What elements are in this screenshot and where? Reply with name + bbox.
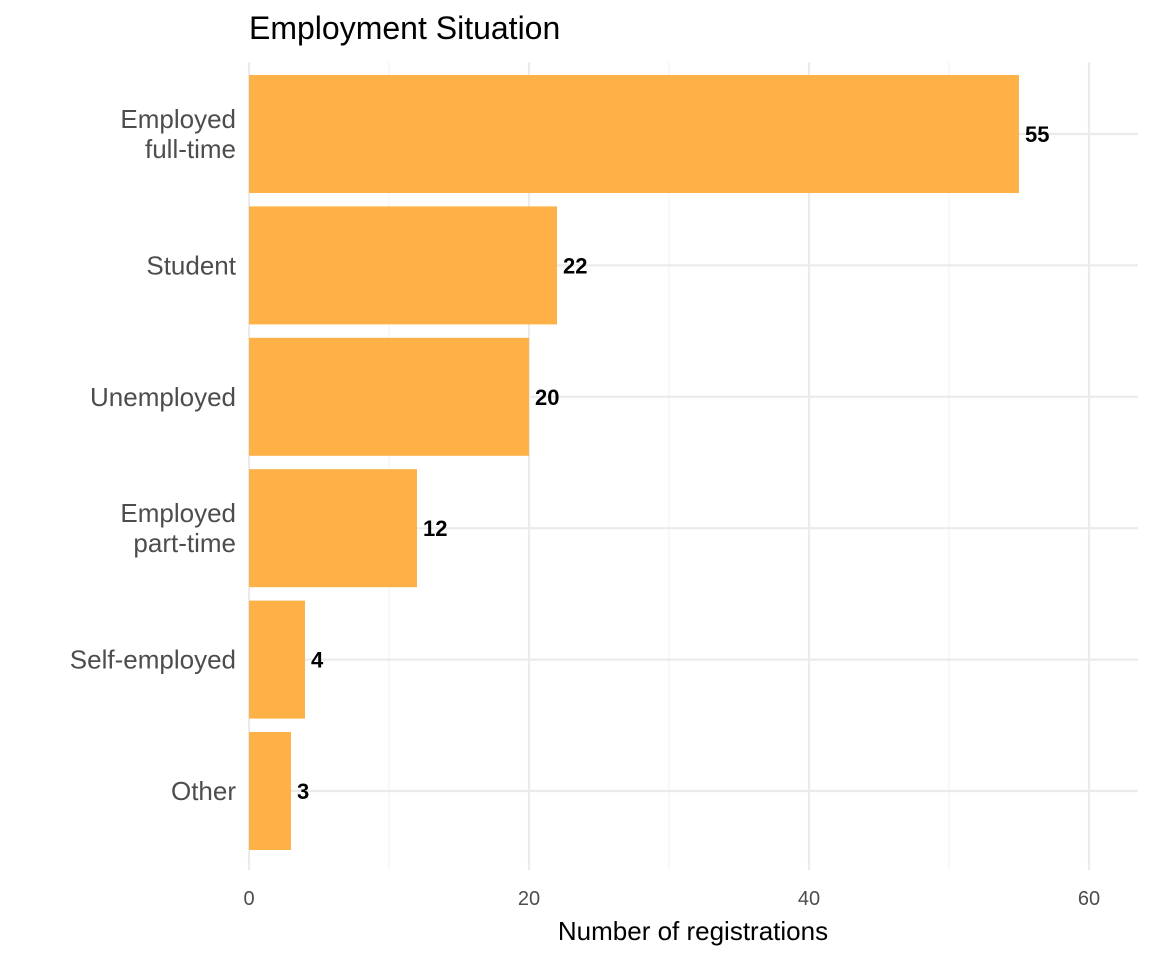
- data-label: 55: [1025, 122, 1049, 147]
- bar: [249, 600, 305, 719]
- x-tick-labels: 0 20 40 60: [243, 888, 1100, 910]
- chart-title: Employment Situation: [249, 10, 560, 46]
- category-label: Other: [171, 776, 236, 806]
- data-label: 20: [535, 385, 559, 410]
- x-tick-label: 40: [798, 888, 820, 910]
- data-label: 12: [423, 516, 447, 541]
- bar: [249, 469, 417, 588]
- category-labels: Employed full-time Student Unemployed Employ…: [70, 104, 237, 806]
- x-axis-title: Number of registrations: [558, 916, 828, 946]
- bar: [249, 75, 1019, 193]
- category-label: Unemployed: [90, 382, 236, 412]
- bar: [249, 732, 291, 850]
- category-label: Student: [146, 250, 236, 280]
- category-label: Employed part-time: [120, 498, 236, 558]
- bar: [249, 337, 529, 456]
- bar: [249, 206, 557, 325]
- x-tick-label: 20: [518, 888, 540, 910]
- category-label: Employed full-time: [120, 104, 236, 164]
- data-label: 22: [563, 253, 587, 278]
- bars: [249, 75, 1019, 850]
- data-labels: 55 22 20 12 4 3: [297, 122, 1049, 804]
- x-tick-label: 60: [1078, 888, 1100, 910]
- data-label: 4: [311, 648, 324, 673]
- x-tick-label: 0: [243, 888, 254, 910]
- category-label: Self-employed: [70, 645, 236, 675]
- data-label: 3: [297, 779, 309, 804]
